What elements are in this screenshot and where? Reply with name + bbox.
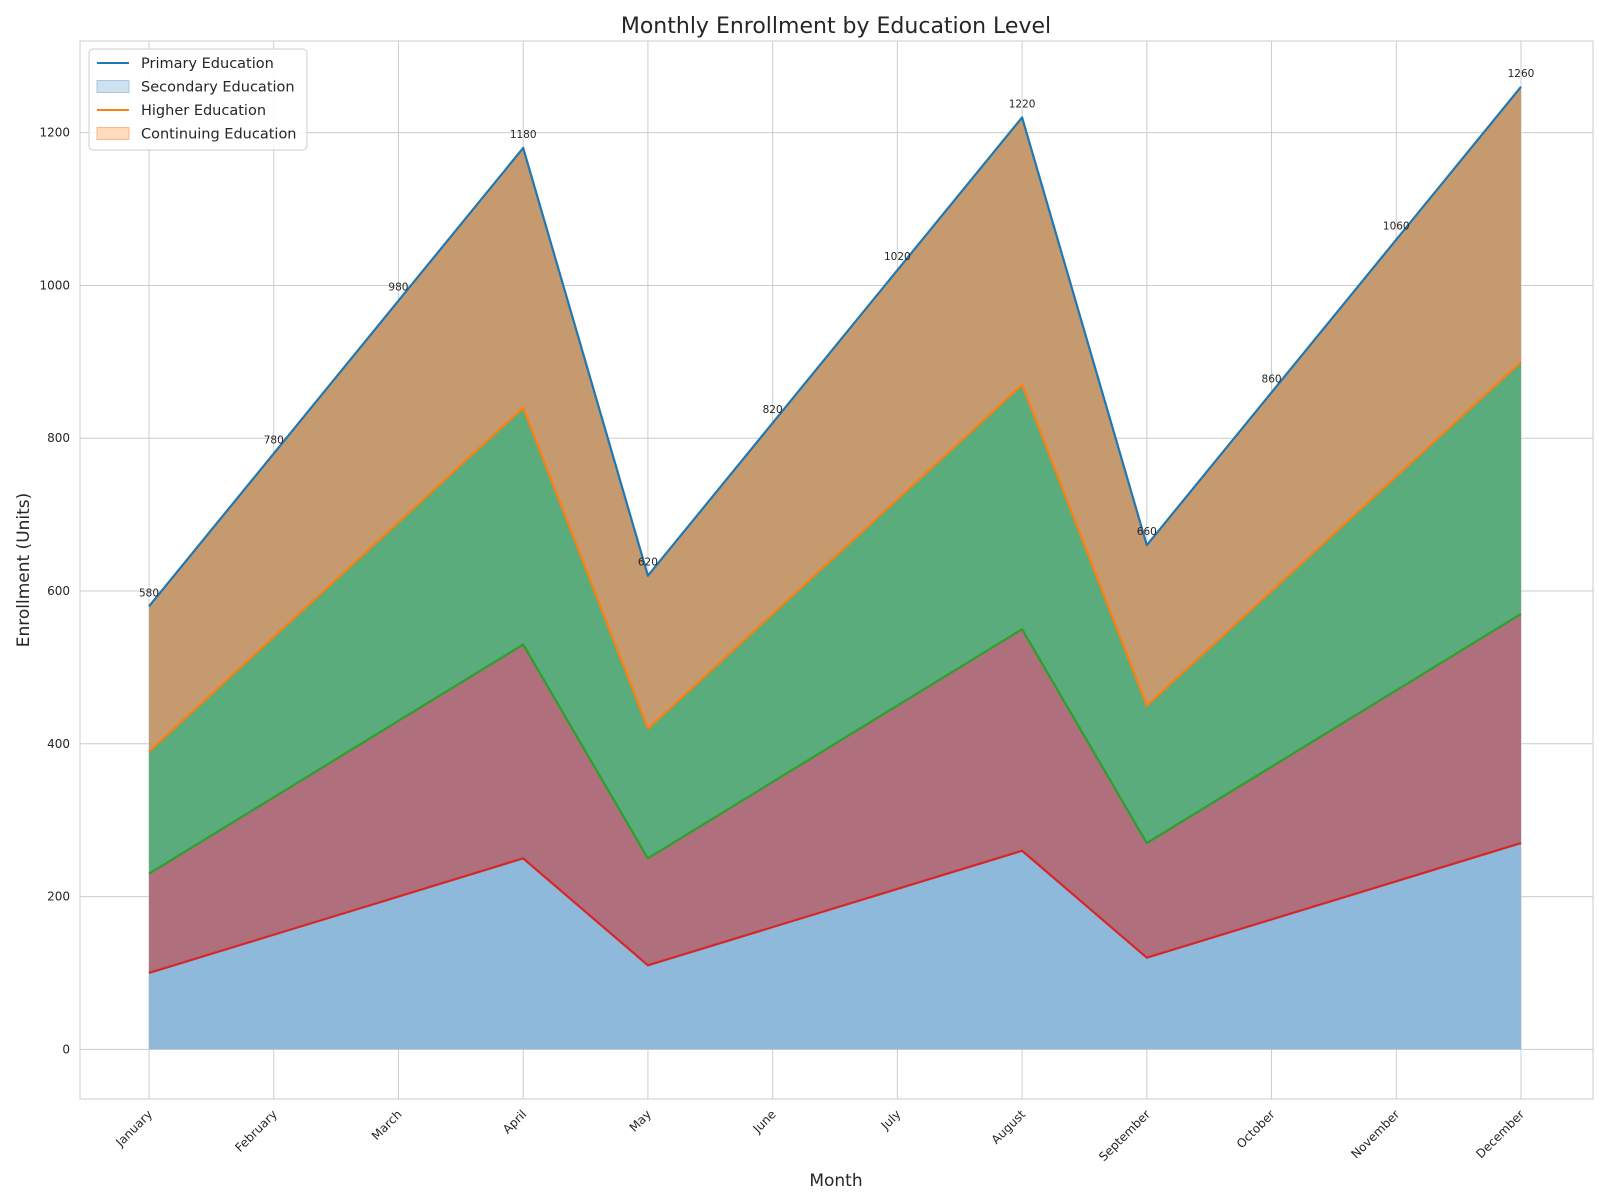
legend-box xyxy=(88,48,308,151)
total-data-label: 980 xyxy=(388,282,408,294)
total-data-label: 860 xyxy=(1262,373,1282,385)
series-line-2 xyxy=(148,612,1522,875)
legend: Primary Education Secondary Education High… xyxy=(88,48,308,151)
total-labels: 580 780 980 1180 620 820 1020 1220 660 860 1060 126… xyxy=(139,68,1534,599)
area-series-2 xyxy=(149,613,1521,973)
area-series-4 xyxy=(149,86,1521,752)
y-tick-label: 200 xyxy=(47,890,70,904)
series-lines xyxy=(148,86,1522,975)
y-tick-label: 1000 xyxy=(39,278,70,292)
total-data-label: 660 xyxy=(1137,526,1157,538)
total-data-label: 780 xyxy=(264,435,284,447)
series-line-1 xyxy=(148,842,1522,975)
legend-patch-swatch xyxy=(96,80,130,93)
total-data-label: 1220 xyxy=(1009,98,1036,110)
y-tick-label: 800 xyxy=(47,431,70,445)
y-tick-label: 1200 xyxy=(39,126,70,140)
series-line-3 xyxy=(148,361,1522,753)
total-data-label: 1260 xyxy=(1508,68,1535,80)
area-series-3 xyxy=(149,361,1521,874)
total-data-label: 580 xyxy=(139,587,159,599)
plot-frame xyxy=(79,40,1594,1100)
chart-title: Monthly Enrollment by Education Level xyxy=(621,14,1051,39)
y-tick-label: 600 xyxy=(47,584,70,598)
legend-label: Secondary Education xyxy=(141,80,295,96)
total-data-label: 1060 xyxy=(1383,221,1410,233)
total-data-label: 1020 xyxy=(884,251,911,263)
legend-label: Higher Education xyxy=(141,103,266,119)
total-data-label: 820 xyxy=(763,404,783,416)
total-data-label: 1180 xyxy=(510,129,537,141)
y-axis-title: Enrollment (Units) xyxy=(14,493,34,648)
legend-label: Continuing Education xyxy=(141,127,297,143)
series-line-4 xyxy=(148,86,1522,607)
area-series-1 xyxy=(149,843,1521,1050)
y-tick-label: 400 xyxy=(47,737,70,751)
legend-patch-swatch xyxy=(96,127,130,140)
y-tick-label: 0 xyxy=(62,1042,70,1056)
x-axis-title: Month xyxy=(809,1171,862,1191)
stacked-areas xyxy=(149,86,1521,1050)
legend-label: Primary Education xyxy=(141,56,274,72)
total-data-label: 620 xyxy=(638,557,658,569)
